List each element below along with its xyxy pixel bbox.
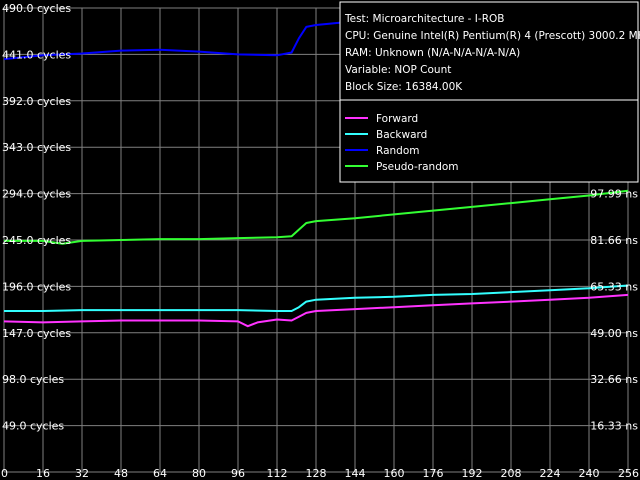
legend-label-backward: Backward [376, 129, 427, 141]
y2-tick-label: 97.99 ns [590, 188, 638, 201]
y2-tick-label: 81.66 ns [590, 234, 638, 247]
y-tick-labels: 490.0 cycles 441.0 cycles 392.0 cycles 343.… [2, 2, 71, 433]
legend-frame [339, 99, 639, 183]
x-tick-label: 112 [267, 467, 288, 480]
info-box-frame [339, 1, 639, 101]
x-tick-label: 96 [231, 467, 245, 480]
y-tick-label: 441.0 cycles [2, 48, 71, 61]
x-tick-label: 192 [462, 467, 483, 480]
y2-tick-label: 32.66 ns [590, 373, 638, 386]
legend-label-random: Random [376, 145, 419, 157]
info-line: RAM: Unknown (N/A-N/A-N/A-N/A) [345, 47, 520, 59]
y-tick-label: 392.0 cycles [2, 95, 71, 108]
x-tick-label: 64 [153, 467, 167, 480]
y-tick-label: 196.0 cycles [2, 280, 71, 293]
series-line-forward [3, 293, 629, 328]
x-tick-label: 240 [579, 467, 600, 480]
y-tick-label: 490.0 cycles [2, 2, 71, 15]
y-tick-label: 343.0 cycles [2, 141, 71, 154]
y-tick-label: 245.0 cycles [2, 234, 71, 247]
legend-label-pseudo-random: Pseudo-random [376, 161, 459, 173]
x-tick-label: 48 [114, 467, 128, 480]
info-box: Test: Microarchitecture - I-ROB CPU: Genu… [339, 1, 640, 101]
x-tick-label: 224 [540, 467, 561, 480]
x-tick-label: 80 [192, 467, 206, 480]
x-tick-label: 256 [618, 467, 639, 480]
info-line: Variable: NOP Count [345, 64, 451, 76]
y2-tick-label: 16.33 ns [590, 420, 638, 433]
x-tick-labels: 0 16 32 48 64 80 96 112 128 144 160 176 192 208 224 240… [1, 467, 639, 480]
legend-label-forward: Forward [376, 113, 418, 125]
series-layer [3, 3, 629, 328]
x-tick-label: 144 [345, 467, 366, 480]
x-tick-label: 128 [306, 467, 327, 480]
x-tick-label: 176 [423, 467, 444, 480]
x-tick-label: 32 [75, 467, 89, 480]
series-line-pseudo-random [4, 189, 629, 245]
y-tick-label: 98.0 cycles [2, 373, 64, 386]
y2-tick-label: 65.33 ns [590, 280, 638, 293]
y-tick-label: 294.0 cycles [2, 188, 71, 201]
y2-tick-label: 49.00 ns [590, 327, 638, 340]
info-line: CPU: Genuine Intel(R) Pentium(R) 4 (Pres… [345, 30, 640, 42]
series-line-backward [4, 284, 629, 312]
x-tick-label: 208 [501, 467, 522, 480]
info-line: Test: Microarchitecture - I-ROB [344, 13, 504, 25]
legend: Forward Backward Random Pseudo-random [339, 99, 639, 183]
y-tick-label: 147.0 cycles [2, 327, 71, 340]
x-tick-label: 16 [36, 467, 50, 480]
x-tick-label: 0 [1, 467, 8, 480]
x-tick-label: 160 [384, 467, 405, 480]
info-line: Block Size: 16384.00K [345, 81, 463, 93]
y-tick-label: 49.0 cycles [2, 420, 64, 433]
